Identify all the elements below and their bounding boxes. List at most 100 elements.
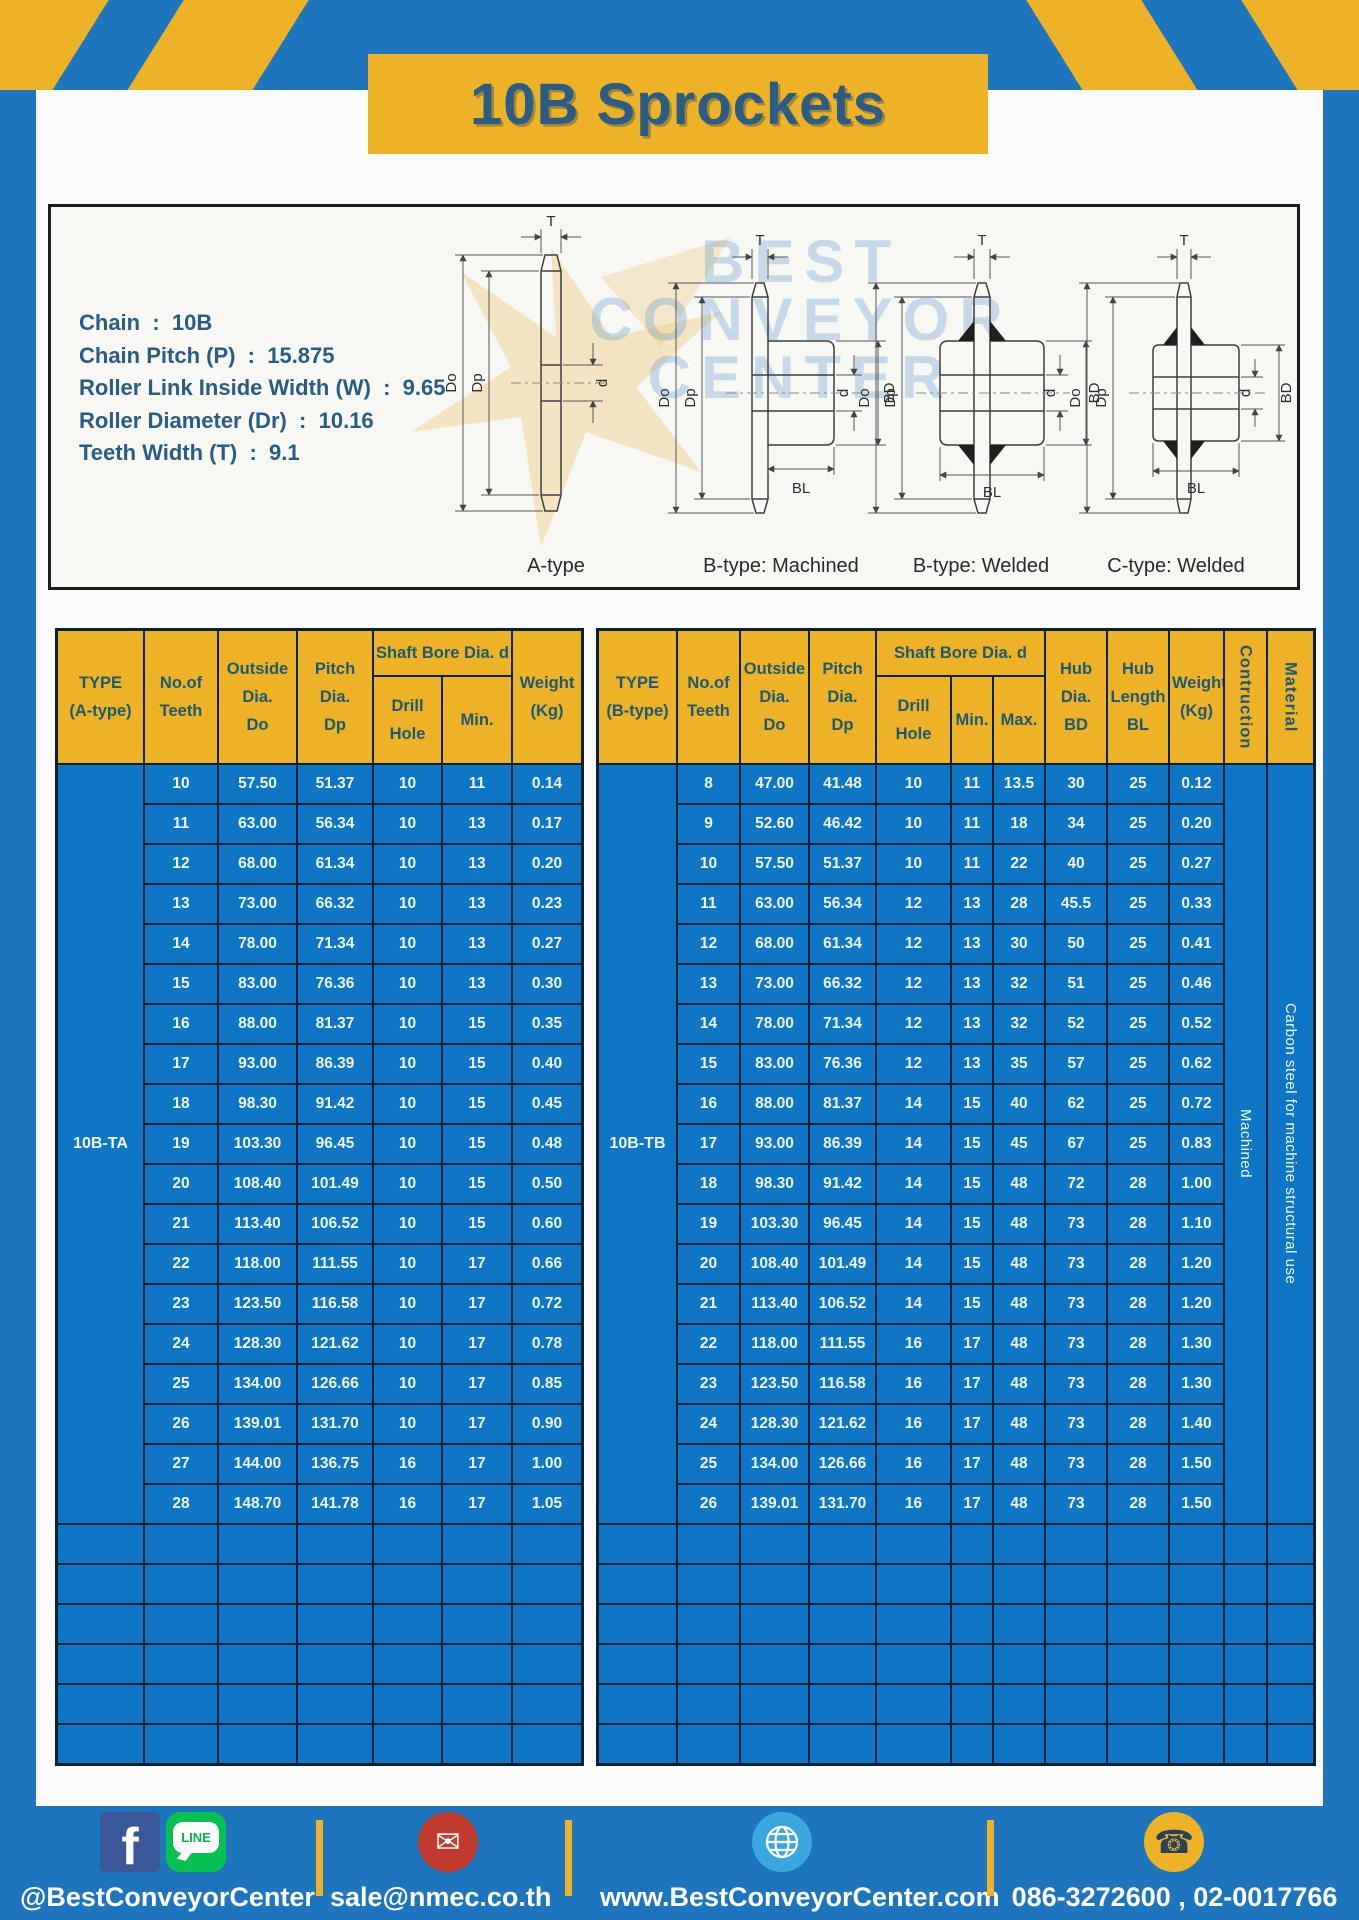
cell-outside-dia: 123.50	[218, 1284, 297, 1324]
empty-cell	[993, 1524, 1045, 1564]
cell-min: 13	[951, 884, 993, 924]
empty-cell	[442, 1524, 512, 1564]
empty-cell	[144, 1604, 218, 1644]
cell-teeth: 20	[677, 1244, 740, 1284]
footer-bar: f LINE @BestConveyorCenter ✉ sale@nmec.c…	[0, 1806, 1359, 1920]
dim-label-do: Do	[656, 388, 673, 407]
cell-drill-hole: 10	[876, 844, 951, 884]
cell-drill-hole: 16	[876, 1444, 951, 1484]
cell-weight: 0.62	[1169, 1044, 1224, 1084]
col-header-teeth: No.of Teeth	[677, 630, 740, 764]
empty-cell	[218, 1604, 297, 1644]
cell-pitch-dia: 46.42	[809, 804, 876, 844]
dim-label-bl: BL	[983, 484, 1001, 501]
email-text: sale@nmec.co.th	[330, 1882, 552, 1912]
empty-cell	[218, 1684, 297, 1724]
cell-drill-hole: 12	[876, 1004, 951, 1044]
empty-cell	[1045, 1724, 1107, 1764]
empty-cell	[740, 1604, 809, 1644]
facebook-icon: f	[100, 1812, 160, 1876]
email-icon: ✉	[418, 1812, 478, 1872]
empty-cell	[218, 1564, 297, 1604]
cell-outside-dia: 108.40	[740, 1244, 809, 1284]
empty-cell	[740, 1724, 809, 1764]
empty-cell	[740, 1644, 809, 1684]
empty-cell	[876, 1604, 951, 1644]
cell-drill-hole: 16	[876, 1364, 951, 1404]
cell-weight: 0.50	[512, 1164, 582, 1204]
cell-min: 11	[951, 764, 993, 804]
facebook-letter: f	[121, 1817, 139, 1876]
cell-drill-hole: 10	[373, 1284, 442, 1324]
col-header-min: Min.	[442, 676, 512, 764]
cell-drill-hole: 10	[373, 1044, 442, 1084]
cell-hub-length: 28	[1107, 1484, 1169, 1524]
cell-pitch-dia: 86.39	[809, 1124, 876, 1164]
empty-cell	[1107, 1604, 1169, 1644]
empty-cell	[373, 1564, 442, 1604]
cell-outside-dia: 118.00	[218, 1244, 297, 1284]
drawing-caption-c-welded: C-type: Welded	[1107, 555, 1245, 577]
cell-teeth: 10	[144, 764, 218, 804]
cell-outside-dia: 139.01	[740, 1484, 809, 1524]
cell-teeth: 12	[144, 844, 218, 884]
cell-drill-hole: 14	[876, 1244, 951, 1284]
empty-cell	[809, 1524, 876, 1564]
cell-drill-hole: 10	[876, 764, 951, 804]
empty-cell	[1107, 1524, 1169, 1564]
cell-pitch-dia: 131.70	[809, 1484, 876, 1524]
cell-min: 17	[951, 1364, 993, 1404]
cell-hub-dia: 73	[1045, 1404, 1107, 1444]
sprocket-drawing-a-type: T Do Dp d	[443, 213, 611, 512]
cell-pitch-dia: 116.58	[809, 1364, 876, 1404]
cell-drill-hole: 10	[373, 1124, 442, 1164]
empty-cell	[442, 1724, 512, 1764]
cell-pitch-dia: 91.42	[809, 1164, 876, 1204]
cell-pitch-dia: 121.62	[809, 1404, 876, 1444]
cell-hub-length: 28	[1107, 1164, 1169, 1204]
cell-weight: 0.90	[512, 1404, 582, 1444]
cell-pitch-dia: 136.75	[297, 1444, 373, 1484]
empty-cell	[1267, 1684, 1314, 1724]
cell-min: 13	[442, 884, 512, 924]
cell-teeth: 15	[677, 1044, 740, 1084]
empty-cell	[442, 1684, 512, 1724]
cell-weight: 0.30	[512, 964, 582, 1004]
empty-cell	[144, 1564, 218, 1604]
cell-teeth: 22	[144, 1244, 218, 1284]
cell-weight: 0.66	[512, 1244, 582, 1284]
cell-drill-hole: 14	[876, 1284, 951, 1324]
col-header-construction: Contruction	[1224, 630, 1267, 764]
cell-outside-dia: 88.00	[740, 1084, 809, 1124]
cell-teeth: 20	[144, 1164, 218, 1204]
cell-weight: 0.48	[512, 1124, 582, 1164]
empty-cell	[993, 1684, 1045, 1724]
dim-label-d: d	[594, 379, 611, 387]
empty-cell	[740, 1564, 809, 1604]
cell-weight: 0.20	[1169, 804, 1224, 844]
cell-drill-hole: 10	[373, 1324, 442, 1364]
cell-outside-dia: 113.40	[218, 1204, 297, 1244]
cell-min: 17	[442, 1324, 512, 1364]
cell-hub-dia: 73	[1045, 1244, 1107, 1284]
empty-cell	[598, 1684, 677, 1724]
col-header-drill-hole: Drill Hole	[373, 676, 442, 764]
empty-cell	[1107, 1684, 1169, 1724]
empty-cell	[951, 1644, 993, 1684]
empty-cell	[951, 1724, 993, 1764]
cell-weight: 0.23	[512, 884, 582, 924]
watermark-line: CENTER	[647, 344, 955, 411]
cell-teeth: 12	[677, 924, 740, 964]
dim-label-bl: BL	[792, 480, 810, 497]
sprocket-drawing-c-welded: T Do Dp d BD	[1067, 232, 1295, 514]
cell-outside-dia: 73.00	[740, 964, 809, 1004]
cell-weight: 0.20	[512, 844, 582, 884]
cell-pitch-dia: 91.42	[297, 1084, 373, 1124]
col-header-outside-dia: Outside Dia. Do	[740, 630, 809, 764]
cell-outside-dia: 128.30	[740, 1404, 809, 1444]
cell-weight: 1.30	[1169, 1324, 1224, 1364]
cell-max: 48	[993, 1164, 1045, 1204]
empty-cell	[1224, 1524, 1267, 1564]
cell-outside-dia: 103.30	[740, 1204, 809, 1244]
line-bubble: LINE	[173, 1822, 219, 1853]
